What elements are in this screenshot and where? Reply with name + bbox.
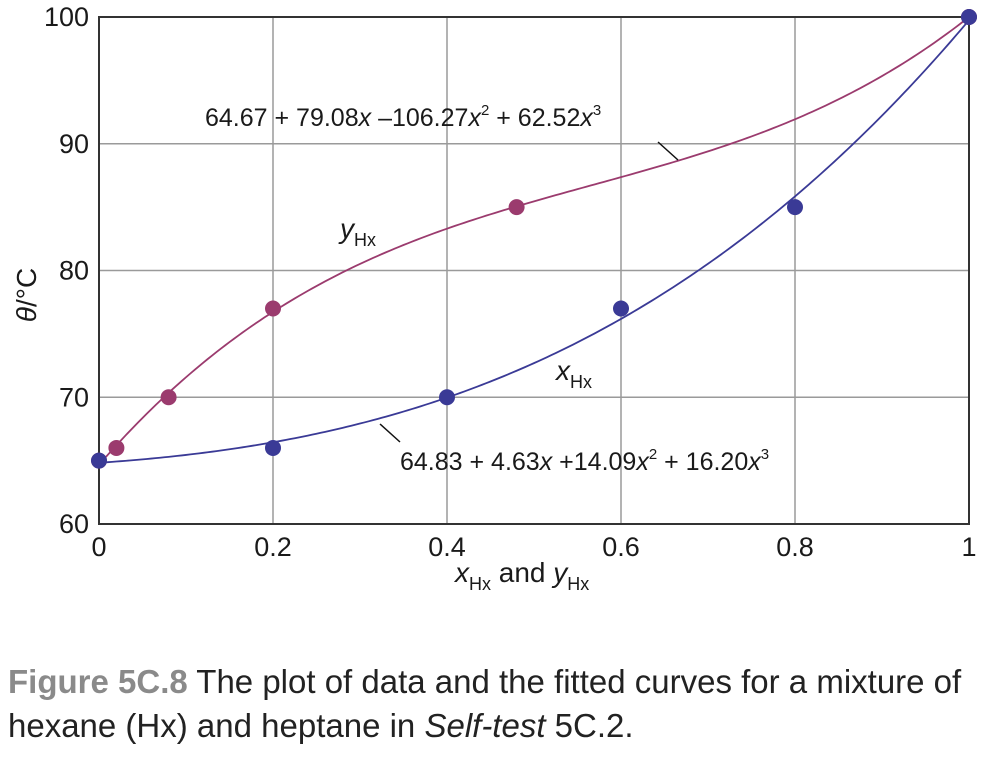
x-tick-label: 0 <box>91 532 106 562</box>
figure-caption: Figure 5C.8 The plot of data and the fit… <box>8 660 988 748</box>
data-point-x <box>787 199 803 216</box>
data-point-x <box>613 300 629 317</box>
caption-italic: Self-test <box>424 707 546 744</box>
data-point-x <box>961 9 977 25</box>
caption-text-2: 5C.2. <box>545 707 634 744</box>
x-tick-label: 0.6 <box>602 532 640 562</box>
x-axis-label: xHx and yHx <box>453 557 589 594</box>
data-point-y <box>108 439 125 456</box>
series-label-x: xHx <box>554 355 592 392</box>
vle-chart: 0 0.2 0.4 0.6 0.8 1 60 70 80 90 100 θ/°C xHx and y… <box>11 2 977 594</box>
equation-y-leader <box>657 141 679 161</box>
data-point-x <box>439 389 455 406</box>
equation-x-leader <box>379 423 401 443</box>
y-tick-label: 100 <box>44 2 89 32</box>
data-point-x <box>91 452 107 469</box>
y-tick-label: 60 <box>59 509 89 539</box>
grid <box>99 17 969 524</box>
series-label-y: yHx <box>338 213 376 250</box>
y-tick-label: 80 <box>59 256 89 286</box>
equation-x: 64.83 + 4.63x +14.09x2 + 16.20x3 <box>400 446 769 476</box>
x-tick-label: 0.2 <box>254 532 292 562</box>
data-point-x <box>265 439 281 456</box>
figure-number: Figure 5C.8 <box>8 663 188 700</box>
x-tick-label: 1 <box>961 532 976 562</box>
y-axis-label: θ/°C <box>11 268 42 322</box>
tick-labels: 0 0.2 0.4 0.6 0.8 1 60 70 80 90 100 <box>44 2 977 562</box>
fitted-curves <box>98 16 970 466</box>
x-tick-label: 0.4 <box>428 532 466 562</box>
data-points <box>91 9 977 469</box>
data-point-y <box>508 199 525 216</box>
plot-frame <box>98 16 970 525</box>
data-point-y <box>160 389 177 406</box>
caption-text-1: The plot of data and the fitted curves f… <box>8 663 962 744</box>
data-point-y <box>265 300 281 317</box>
x-tick-label: 0.8 <box>776 532 814 562</box>
fit-curve-y <box>98 16 970 466</box>
equation-y: 64.67 + 79.08x –106.27x2 + 62.52x3 <box>205 102 601 132</box>
y-tick-label: 90 <box>59 129 89 159</box>
fit-curve-x <box>98 19 970 464</box>
y-tick-label: 70 <box>59 382 89 412</box>
